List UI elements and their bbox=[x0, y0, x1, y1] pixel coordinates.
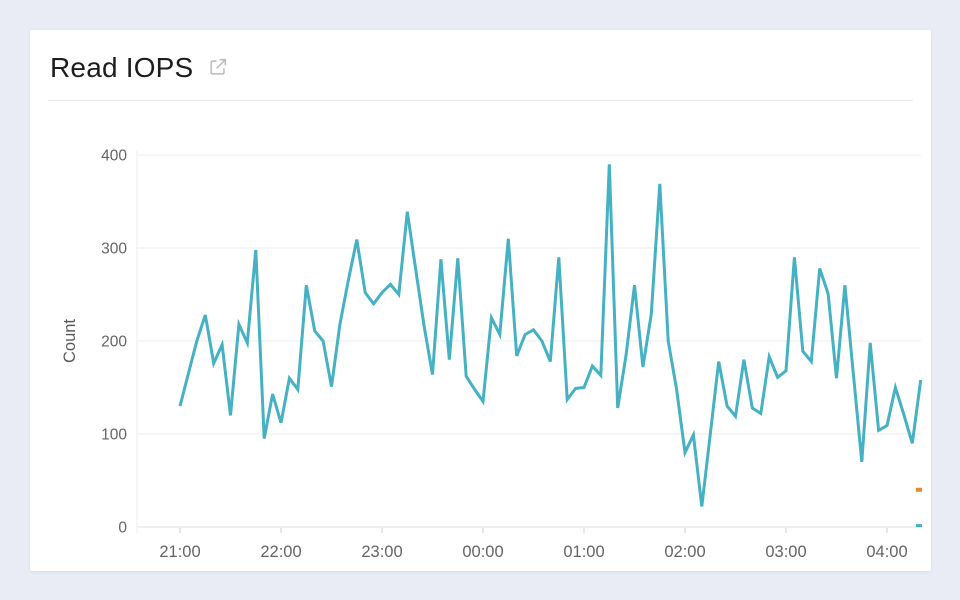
x-axis-tick-label: 01:00 bbox=[563, 543, 604, 561]
panel-title: Read IOPS bbox=[50, 52, 194, 83]
count-axis-label: Count bbox=[61, 319, 79, 363]
metric-panel: Read IOPS 0 100 200 300 400 21:00 22:00 23:00 00… bbox=[30, 30, 931, 571]
x-axis-tick-label: 04:00 bbox=[866, 543, 907, 561]
secondary-series-start-marker bbox=[916, 487, 922, 492]
x-axis-tick-label: 03:00 bbox=[765, 543, 806, 561]
header-divider bbox=[48, 100, 913, 101]
x-axis-tick-label: 22:00 bbox=[260, 543, 301, 561]
y-axis-tick-label: 300 bbox=[101, 241, 127, 258]
line-chart[interactable]: 0 100 200 300 400 21:00 22:00 23:00 00:00 01:00 02… bbox=[30, 30, 931, 571]
x-axis-tick-label: 02:00 bbox=[664, 543, 705, 561]
x-axis-tick-label: 21:00 bbox=[159, 543, 200, 561]
external-link-icon[interactable] bbox=[207, 56, 229, 78]
read-iops-series-line bbox=[178, 164, 923, 507]
y-axis-tick-label: 100 bbox=[101, 427, 127, 444]
x-axis-tick-label: 23:00 bbox=[361, 543, 402, 561]
x-axis-tick-label: 00:00 bbox=[462, 543, 503, 561]
y-axis-tick-label: 200 bbox=[101, 334, 127, 351]
y-axis-tick-label: 0 bbox=[118, 520, 127, 537]
series-end-marker bbox=[916, 524, 922, 528]
panel-header: Read IOPS bbox=[50, 52, 911, 84]
y-axis-tick-label: 400 bbox=[101, 148, 127, 165]
